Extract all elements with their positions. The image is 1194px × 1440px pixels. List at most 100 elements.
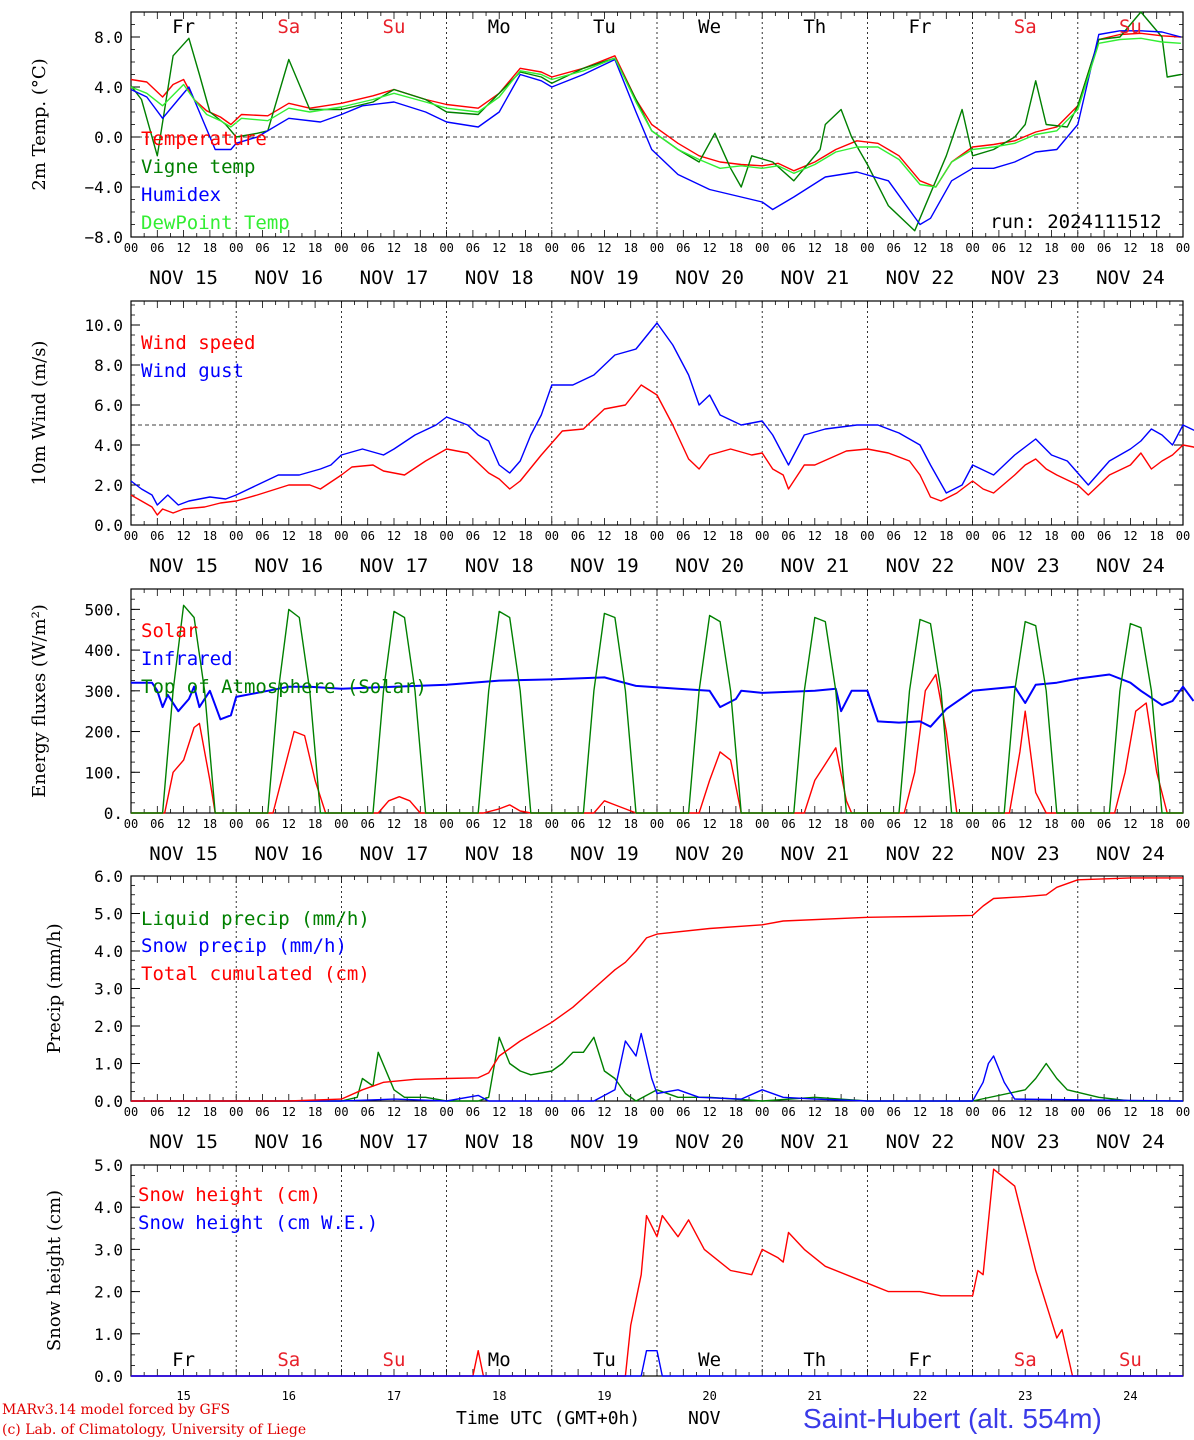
legend-label: Top of Atmosphere (Solar) <box>141 676 427 698</box>
hour-label: 18 <box>834 817 848 831</box>
hour-label: 00 <box>334 241 348 255</box>
hour-label: 06 <box>255 529 269 543</box>
hour-label: 00 <box>1071 1105 1085 1119</box>
day-number-label: 15 <box>176 1389 190 1403</box>
hour-label: 00 <box>650 529 664 543</box>
date-label: NOV 15 <box>149 267 218 289</box>
legend-label: Liquid precip (mm/h) <box>141 908 370 930</box>
hour-label: 18 <box>518 529 532 543</box>
date-label: NOV 15 <box>149 555 218 577</box>
hour-label: 00 <box>334 529 348 543</box>
hour-label: 06 <box>676 241 690 255</box>
date-label: NOV 21 <box>780 267 849 289</box>
series-top-of-atmosphere-solar <box>131 604 1183 814</box>
hour-label: 12 <box>1123 817 1137 831</box>
hour-label: 00 <box>545 529 559 543</box>
date-label: NOV 15 <box>149 843 218 865</box>
hour-label: 12 <box>492 529 506 543</box>
hour-label: 06 <box>255 817 269 831</box>
day-number-label: 21 <box>808 1389 822 1403</box>
y-tick-label: 2.0 <box>94 1283 123 1302</box>
legend-label: Snow height (cm W.E.) <box>138 1212 378 1234</box>
series-wind-speed <box>130 384 1194 516</box>
legend-label: DewPoint Temp <box>141 212 290 234</box>
date-label: NOV 22 <box>886 267 955 289</box>
hour-label: 00 <box>1071 529 1085 543</box>
hour-label: 00 <box>334 1105 348 1119</box>
y-axis-title: Snow height (cm) <box>44 1190 65 1351</box>
hour-label: 18 <box>834 1105 848 1119</box>
day-label: Tu <box>593 1349 616 1371</box>
series-humidex <box>130 30 1182 226</box>
date-label: NOV 21 <box>780 1131 849 1153</box>
series-snow-precip-mm-h <box>131 1032 1184 1102</box>
hour-label: 06 <box>781 529 795 543</box>
hour-label: 00 <box>124 529 138 543</box>
hour-label: 00 <box>965 817 979 831</box>
hour-label: 18 <box>413 529 427 543</box>
day-label: Tu <box>593 16 616 38</box>
hour-label: 00 <box>965 241 979 255</box>
hour-label: 00 <box>124 817 138 831</box>
hour-label: 12 <box>176 241 190 255</box>
hour-label: 18 <box>623 1105 637 1119</box>
date-label: NOV 18 <box>465 843 534 865</box>
date-label: NOV 23 <box>991 267 1060 289</box>
hour-label: 00 <box>1176 1105 1190 1119</box>
hour-label: 18 <box>939 1105 953 1119</box>
date-label: NOV 16 <box>254 555 323 577</box>
hour-label: 06 <box>676 529 690 543</box>
hour-label: 00 <box>860 529 874 543</box>
panel-4: 0.0 1.0 2.0 3.0 4.0 5.0 6.0 Precip (mm/h) Liquid… <box>44 867 1190 1153</box>
y-tick-label: 400. <box>84 641 123 660</box>
legend-label: Wind gust <box>141 360 244 382</box>
panel-3: 0. 100. 200. 300. 400. 500. Energy fluxes (W/m… <box>29 588 1194 865</box>
y-axis-title: Energy fluxes (W/m²) <box>29 604 50 798</box>
hour-label: 06 <box>992 817 1006 831</box>
hour-label: 00 <box>439 241 453 255</box>
panel-2: 0.0 2.0 4.0 6.0 8.0 10.0 10m Wind (m/s) Wind sp… <box>29 300 1194 577</box>
date-label: NOV 16 <box>254 1131 323 1153</box>
hour-label: 06 <box>571 241 585 255</box>
hour-label: 06 <box>781 241 795 255</box>
hour-label: 18 <box>939 241 953 255</box>
hour-label: 06 <box>150 1105 164 1119</box>
hour-label: 00 <box>124 241 138 255</box>
hour-label: 12 <box>176 817 190 831</box>
y-tick-label: 0.0 <box>94 1092 123 1111</box>
hour-label: 12 <box>702 1105 716 1119</box>
y-tick-label: 2.0 <box>94 1017 123 1036</box>
hour-label: 06 <box>886 529 900 543</box>
y-tick-label: 100. <box>84 763 123 782</box>
hour-label: 12 <box>176 1105 190 1119</box>
y-tick-label: 8.0 <box>94 356 123 375</box>
hour-label: 12 <box>387 241 401 255</box>
hour-label: 18 <box>1044 817 1058 831</box>
y-axis-title: 10m Wind (m/s) <box>29 341 50 486</box>
series-snow-height-cm <box>131 1168 1183 1377</box>
date-label: NOV 22 <box>886 843 955 865</box>
hour-label: 06 <box>781 817 795 831</box>
hour-label: 18 <box>834 529 848 543</box>
y-tick-label: −4.0 <box>84 178 123 197</box>
y-tick-label: 4.0 <box>94 1198 123 1217</box>
hour-label: 06 <box>571 817 585 831</box>
date-label: NOV 15 <box>149 1131 218 1153</box>
hour-label: 18 <box>939 817 953 831</box>
hour-label: 18 <box>518 241 532 255</box>
hour-label: 06 <box>360 241 374 255</box>
day-number-label: 24 <box>1123 1389 1137 1403</box>
day-label: Su <box>1119 16 1142 38</box>
hour-label: 00 <box>650 241 664 255</box>
date-label: NOV 23 <box>991 555 1060 577</box>
date-label: NOV 22 <box>886 555 955 577</box>
hour-label: 00 <box>860 241 874 255</box>
hour-label: 06 <box>886 241 900 255</box>
y-tick-label: 1.0 <box>94 1055 123 1074</box>
panel-1: −8.0 −4.0 0.0 4.0 8.0 2m Temp. (°C) Temperatur… <box>29 11 1190 289</box>
hour-label: 06 <box>1097 529 1111 543</box>
hour-label: 06 <box>150 529 164 543</box>
hour-label: 00 <box>229 1105 243 1119</box>
hour-label: 12 <box>176 529 190 543</box>
legend-label: Temperature <box>141 128 267 150</box>
